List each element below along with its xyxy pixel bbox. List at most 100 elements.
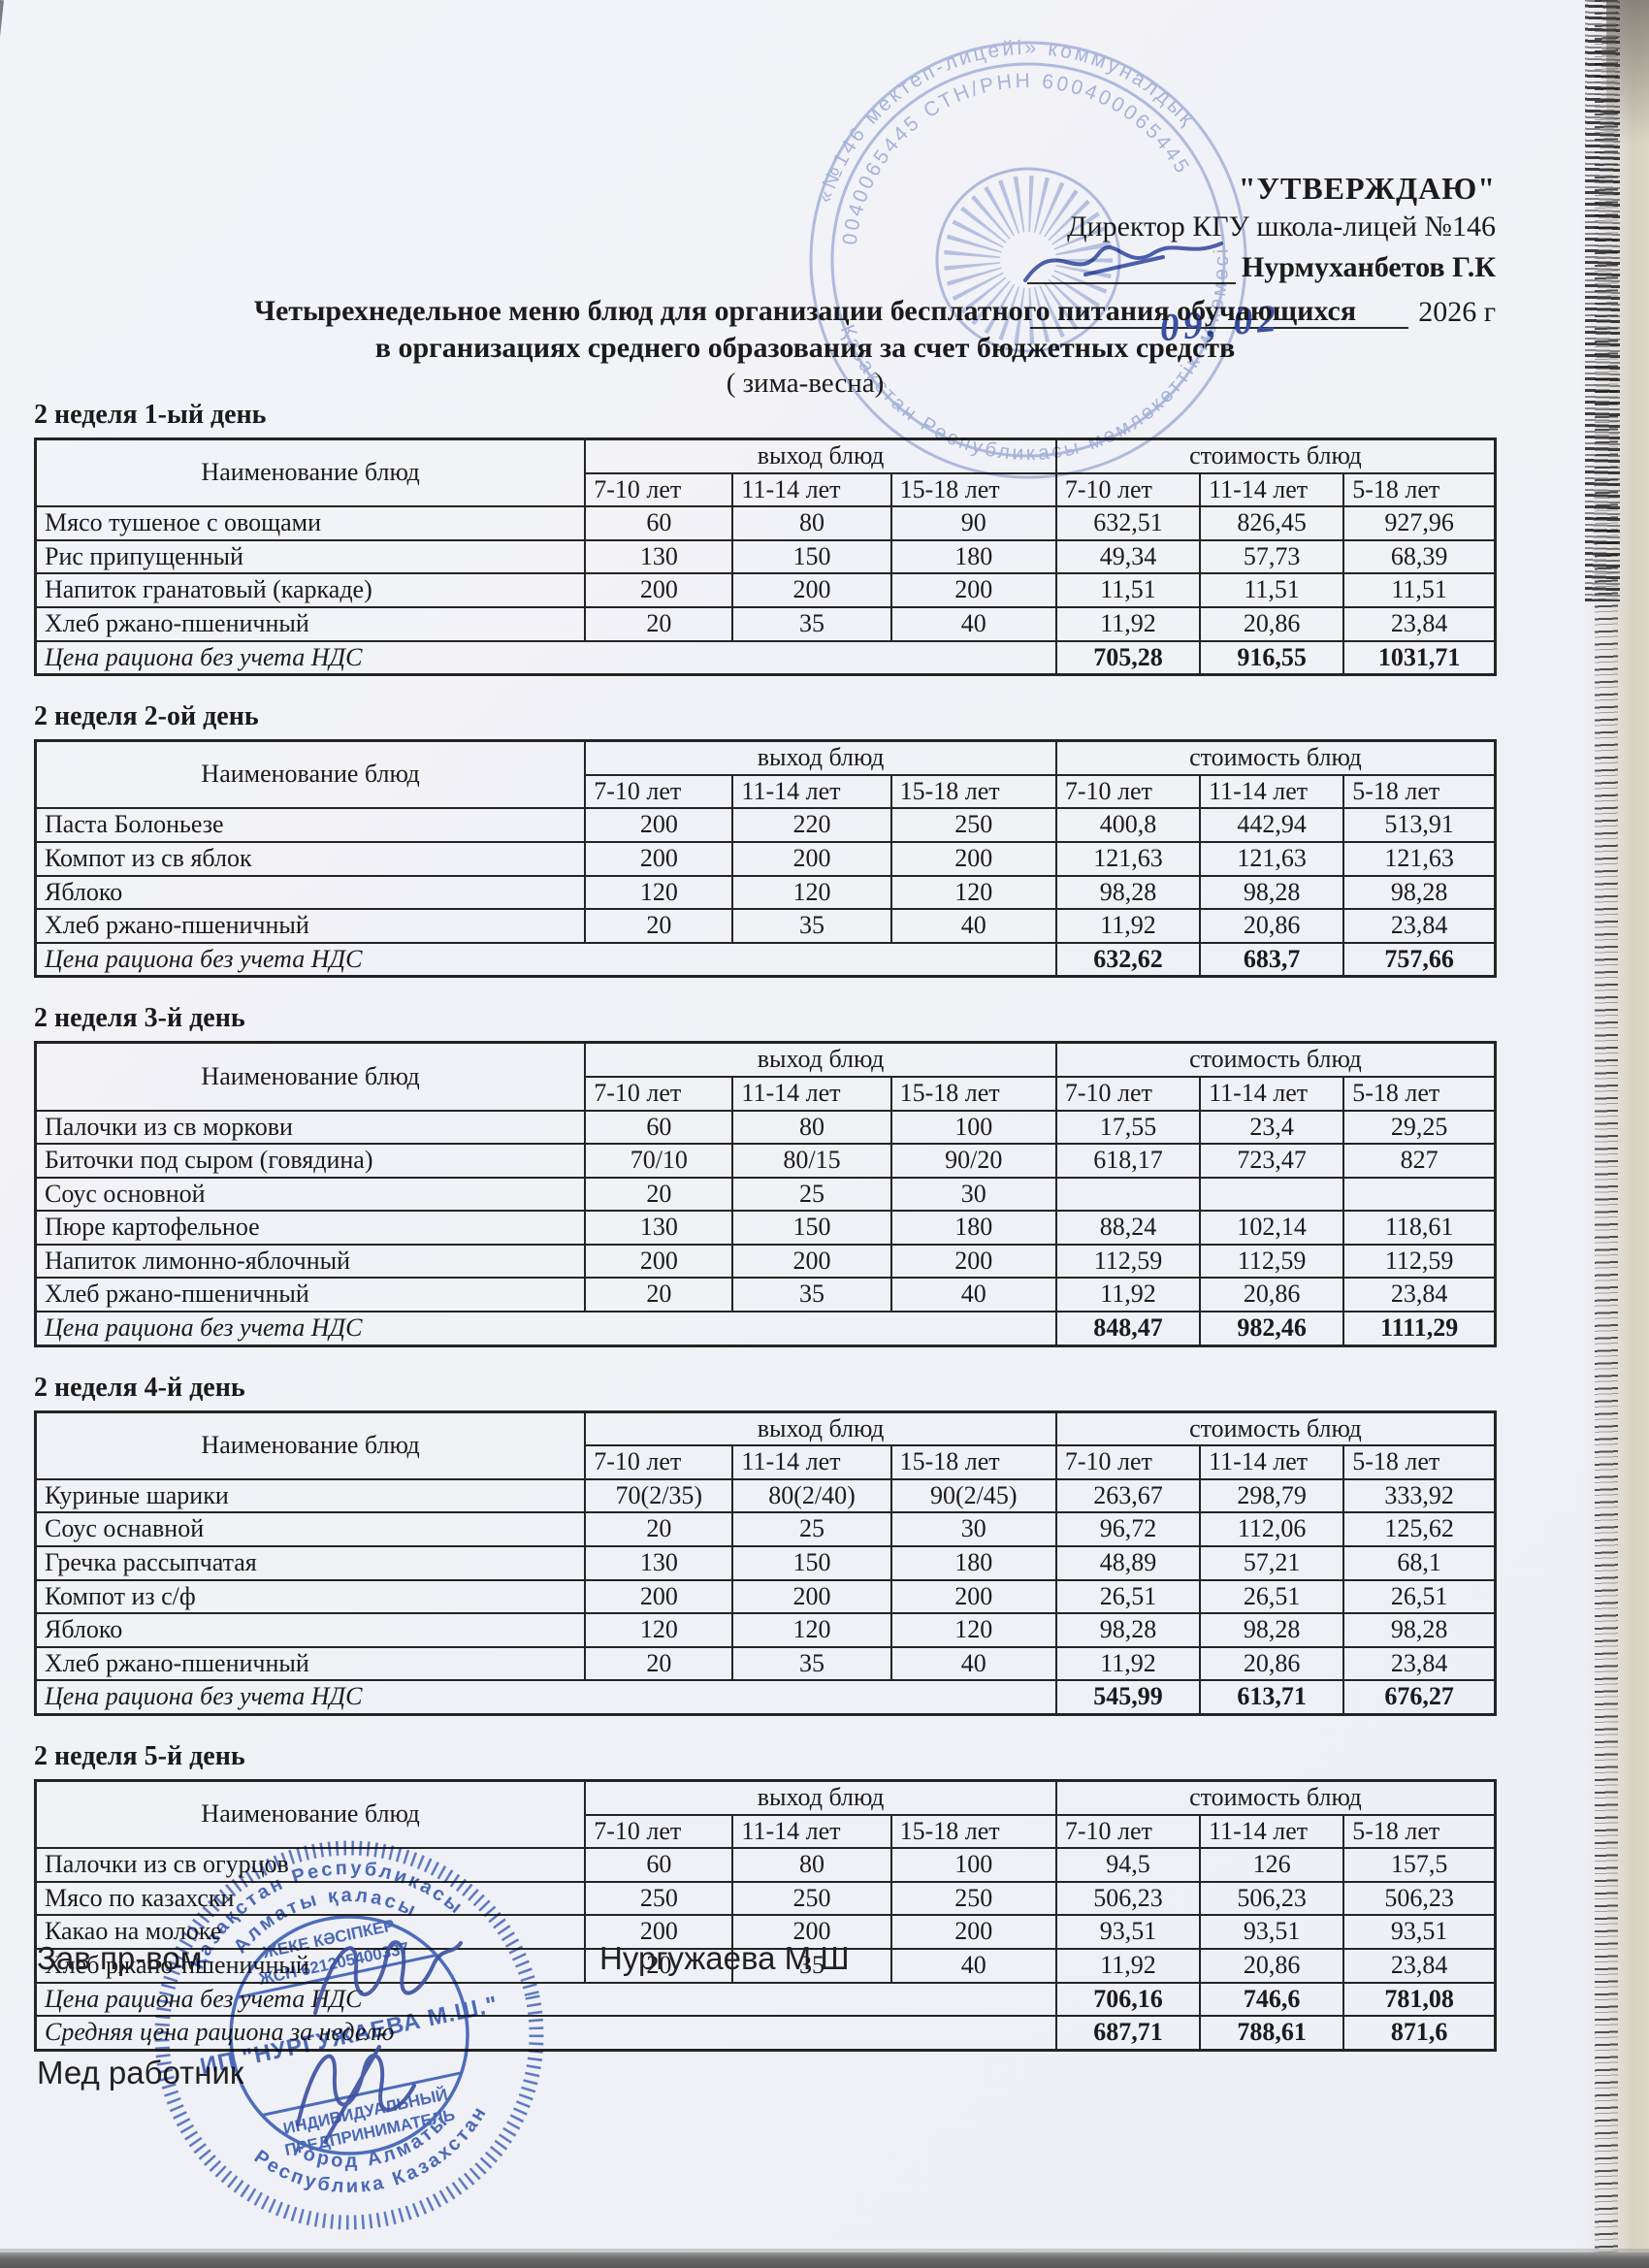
age-header: 11-14 лет (1199, 471, 1345, 508)
output-value: 200 (584, 1243, 734, 1280)
section-title-day4: 2 неделя 4-й день (34, 1372, 245, 1403)
output-value: 150 (731, 1545, 892, 1581)
output-value: 220 (731, 807, 892, 843)
dish-name: Яблоко (34, 1612, 587, 1648)
col-header-name: Наименование блюд (34, 1410, 587, 1480)
cost-value: 118,61 (1342, 1210, 1497, 1246)
dish-row: Мясо тушеное с овощами 60 80 90 632,51 826,45… (34, 505, 1497, 541)
age-header: 11-14 лет (731, 471, 892, 508)
col-header-output: выход блюд (584, 1779, 1057, 1816)
output-value: 200 (889, 1578, 1057, 1615)
output-value: 180 (889, 1545, 1057, 1581)
output-value: 35 (731, 1947, 892, 1984)
cost-value: 121,63 (1054, 840, 1202, 877)
cost-value: 26,51 (1054, 1578, 1202, 1615)
scan-edge-right (1581, 0, 1649, 2268)
stamp-chord-bottom (261, 2071, 462, 2117)
output-value: 120 (584, 1612, 734, 1648)
menu-table: Наименование блюд выход блюд стоимость блю… (34, 1041, 1497, 1347)
cost-value: 26,51 (1199, 1578, 1345, 1615)
total-row: Средняя цена рациона за неделю 687,71 788,… (34, 2015, 1497, 2052)
output-value: 100 (889, 1847, 1057, 1883)
output-value: 40 (889, 908, 1057, 944)
total-value: 676,27 (1342, 1679, 1497, 1716)
document-title: Четырехнедельное меню блюд для организац… (116, 293, 1494, 400)
dish-row: Гречка рассыпчатая 130 150 180 48,89 57,21 68,… (34, 1545, 1497, 1581)
cost-value: 68,39 (1342, 538, 1497, 575)
age-header: 7-10 лет (1054, 1075, 1202, 1112)
table-header-row: Наименование блюд выход блюд стоимость блю… (34, 1410, 1497, 1480)
cost-value: 98,28 (1199, 1612, 1345, 1648)
school-round-stamp: «№146 мектеп-лицейі» коммуналдық 0040065… (789, 27, 1269, 502)
cost-value: 298,79 (1199, 1477, 1345, 1514)
output-value: 120 (731, 1612, 892, 1648)
output-value: 200 (889, 1243, 1057, 1280)
cost-value: 20,86 (1199, 1645, 1345, 1682)
menu-table: Наименование блюд выход блюд стоимость блю… (34, 739, 1497, 979)
output-value: 40 (889, 1947, 1057, 1984)
total-label: Цена рациона без учета НДС (34, 639, 1057, 676)
cost-value: 23,84 (1342, 1947, 1497, 1984)
output-value: 20 (584, 1176, 734, 1213)
med-worker-label: Мед работник (37, 2055, 244, 2090)
total-value: 705,28 (1054, 639, 1202, 676)
dish-name: Яблоко (34, 874, 587, 911)
cost-value: 68,1 (1342, 1545, 1497, 1581)
dish-row: Яблоко 120 120 120 98,28 98,28 98,28 (34, 874, 1497, 911)
age-header: 7-10 лет (584, 471, 734, 508)
dish-name: Соус оснавной (34, 1511, 587, 1548)
output-value: 30 (889, 1176, 1057, 1213)
output-value: 35 (731, 605, 892, 642)
output-value: 200 (889, 1914, 1057, 1950)
total-value: 1031,71 (1342, 639, 1497, 676)
age-header: 15-18 лет (889, 773, 1057, 810)
age-header: 11-14 лет (1199, 1075, 1345, 1112)
col-header-cost: стоимость блюд (1054, 1041, 1497, 1078)
dish-name: Куриные шарики (34, 1477, 587, 1514)
cost-value (1054, 1176, 1202, 1213)
total-value: 916,55 (1199, 639, 1345, 676)
col-header-cost: стоимость блюд (1054, 739, 1497, 776)
col-header-name: Наименование блюд (34, 739, 587, 810)
menu-table-day4: Наименование блюд выход блюд стоимость блю… (0, 1409, 1649, 1716)
dish-row: Соус оснавной 20 25 30 96,72 112,06 125,62 (34, 1511, 1497, 1548)
stamp-center-ring (229, 1915, 469, 2155)
dish-name: Хлеб ржано-пшеничный (34, 908, 587, 944)
cost-value: 49,34 (1054, 538, 1202, 575)
dish-name: Биточки под сыром (говядина) (34, 1143, 587, 1179)
cost-value: 23,84 (1342, 605, 1497, 642)
total-value: 683,7 (1199, 941, 1345, 978)
cost-value: 125,62 (1342, 1511, 1497, 1548)
cost-value: 11,92 (1054, 605, 1202, 642)
dish-name: Какао на молоке (34, 1914, 587, 1950)
total-row: Цена рациона без учета НДС 545,99 613,71 67… (34, 1679, 1497, 1716)
table-header-row: Наименование блюд выход блюд стоимость блю… (34, 1041, 1497, 1112)
scan-edge-bottom (0, 2249, 1649, 2268)
total-value: 788,61 (1199, 2015, 1345, 2052)
age-header: 15-18 лет (889, 1444, 1057, 1480)
col-header-cost: стоимость блюд (1054, 437, 1497, 474)
age-header: 7-10 лет (1054, 1444, 1202, 1480)
dish-row: Паста Болоньезе 200 220 250 400,8 442,94 513,9… (34, 807, 1497, 843)
output-value: 120 (889, 874, 1057, 911)
age-header: 15-18 лет (889, 471, 1057, 508)
cost-value: 506,23 (1342, 1880, 1497, 1917)
section-title-day3: 2 неделя 3-й день (34, 1003, 245, 1034)
output-value: 200 (584, 572, 734, 608)
age-header: 7-10 лет (584, 1444, 734, 1480)
output-value: 200 (584, 807, 734, 843)
cost-value: 20,86 (1199, 1947, 1345, 1984)
menu-table: Наименование блюд выход блюд стоимость блю… (34, 1409, 1497, 1716)
age-header: 15-18 лет (889, 1813, 1057, 1850)
cost-value: 632,51 (1054, 505, 1202, 541)
dish-row: Хлеб ржано-пшеничный 20 35 40 11,92 20,86 23,8… (34, 1277, 1497, 1313)
table-age-row: 7-10 лет 11-14 лет 15-18 лет 7-10 лет 11-14 … (36, 773, 1497, 810)
output-value: 200 (584, 840, 734, 877)
menu-table-day1: Наименование блюд выход блюд стоимость блю… (0, 437, 1649, 677)
total-value: 848,47 (1054, 1311, 1202, 1347)
scan-corner-top-right (1606, 0, 1649, 146)
cost-value: 93,51 (1054, 1914, 1202, 1950)
stamp-emblem-ring (935, 167, 1121, 353)
cost-value: 102,14 (1199, 1210, 1345, 1246)
